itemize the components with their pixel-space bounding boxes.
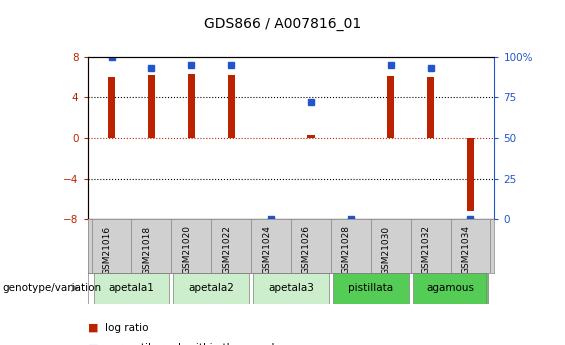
Text: genotype/variation: genotype/variation (3, 283, 102, 293)
Bar (228, 75, 234, 138)
Bar (307, 136, 315, 138)
Text: apetala1: apetala1 (108, 283, 154, 293)
Text: GSM21020: GSM21020 (182, 226, 192, 275)
Text: apetala3: apetala3 (268, 283, 314, 293)
Bar (427, 77, 434, 138)
Bar (148, 75, 155, 138)
Text: GSM21030: GSM21030 (382, 226, 390, 275)
Bar (173, 273, 249, 304)
Text: GSM21022: GSM21022 (222, 226, 231, 274)
Bar (188, 74, 195, 138)
Text: ■: ■ (88, 323, 98, 333)
Text: GSM21024: GSM21024 (262, 226, 271, 274)
Text: pistillata: pistillata (348, 283, 393, 293)
Bar (108, 77, 115, 138)
Bar (94, 273, 170, 304)
Bar (387, 76, 394, 138)
Text: GDS866 / A007816_01: GDS866 / A007816_01 (204, 17, 361, 31)
Text: GSM21028: GSM21028 (342, 226, 351, 275)
Text: apetala2: apetala2 (188, 283, 234, 293)
Text: GSM21034: GSM21034 (462, 226, 471, 275)
Bar (467, 138, 474, 211)
Text: GSM21018: GSM21018 (142, 226, 151, 275)
Text: percentile rank within the sample: percentile rank within the sample (105, 344, 280, 345)
Bar (253, 273, 329, 304)
Text: GSM21016: GSM21016 (102, 226, 111, 275)
Text: ■: ■ (88, 344, 98, 345)
Text: log ratio: log ratio (105, 323, 148, 333)
Text: agamous: agamous (427, 283, 475, 293)
Bar (333, 273, 408, 304)
Text: GSM21032: GSM21032 (421, 226, 431, 275)
Text: GSM21026: GSM21026 (302, 226, 311, 275)
Bar (412, 273, 488, 304)
